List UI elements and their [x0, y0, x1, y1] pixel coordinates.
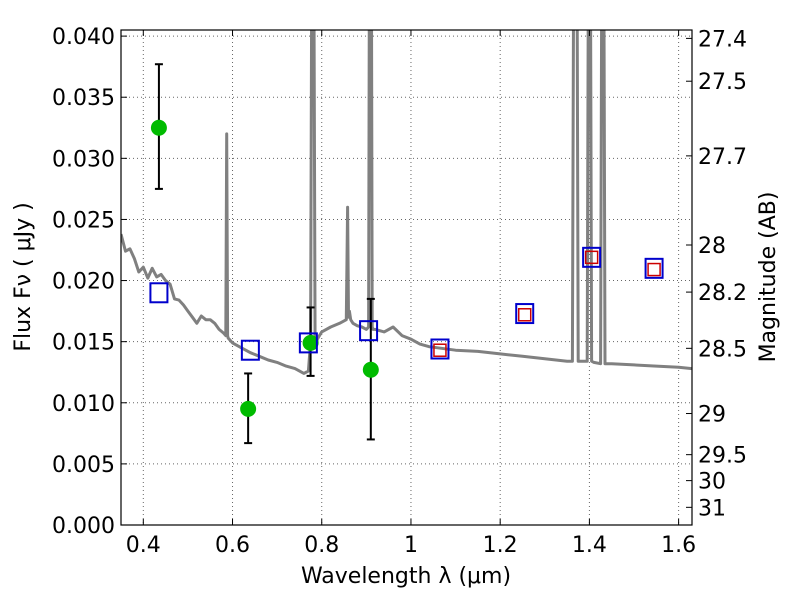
plot-area — [121, 30, 692, 375]
x-tick-label: 0.4 — [126, 533, 161, 558]
nir-square — [517, 308, 532, 322]
y-tick-label: 0.015 — [52, 331, 115, 356]
nir-square — [584, 250, 599, 265]
mag-tick-label: 27.5 — [698, 70, 747, 95]
observed-point — [150, 119, 167, 136]
mag-tick-label: 30 — [698, 470, 726, 495]
mag-tick-label: 31 — [698, 496, 726, 521]
observed-point — [362, 361, 379, 378]
synthetic-square — [149, 282, 169, 304]
y-tick-label: 0.040 — [52, 25, 115, 50]
plot-frame — [120, 29, 693, 526]
mag-tick-label: 28 — [698, 234, 726, 259]
synthetic-square — [240, 339, 260, 361]
axes: 0.4 0.6 0.8 1 1.2 1.4 1.6 0.000 0.005 0.010 0.015 0… — [52, 25, 747, 558]
mag-tick-label: 29.5 — [698, 444, 747, 469]
y-tick-label: 0.025 — [52, 208, 115, 233]
y-tick-label: 0.035 — [52, 86, 115, 111]
synthetic-square — [515, 303, 535, 325]
y2-axis-title: Magnitude (AB) — [756, 192, 781, 363]
synthetic-square — [430, 338, 450, 360]
observed-point — [240, 400, 257, 417]
mag-tick-label: 27.4 — [698, 27, 747, 52]
mag-tick-label: 27.7 — [698, 145, 747, 170]
x-tick-label: 1.4 — [572, 533, 607, 558]
mag-tick-label: 29 — [698, 403, 726, 428]
x-tick-label: 0.6 — [215, 533, 250, 558]
y-tick-label: 0.030 — [52, 147, 115, 172]
mag-tick-label: 28.5 — [698, 337, 747, 362]
x-tick-label: 1 — [404, 533, 418, 558]
synthetic-square — [298, 332, 318, 354]
nir-square — [433, 343, 447, 357]
observed-point — [302, 334, 319, 351]
x-axis-title: Wavelength λ (μm) — [301, 564, 511, 589]
y-tick-label: 0.005 — [52, 453, 115, 478]
y-axis-title: Flux Fν ( μJy ) — [11, 202, 36, 351]
synthetic-square — [644, 257, 664, 279]
synthetic-square — [359, 320, 379, 342]
mag-tick-label: 28.2 — [698, 281, 747, 306]
nir-square — [647, 262, 661, 277]
x-tick-label: 0.8 — [304, 533, 339, 558]
x-tick-label: 1.6 — [661, 533, 696, 558]
model-spectrum-line — [121, 30, 692, 375]
grid — [121, 30, 692, 526]
y-tick-label: 0.020 — [52, 270, 115, 295]
synthetic-square — [582, 246, 602, 268]
x-tick-label: 1.2 — [483, 533, 518, 558]
y-tick-label: 0.010 — [52, 392, 115, 417]
marker-layer — [149, 63, 664, 445]
plot-background — [121, 30, 692, 525]
y-tick-label: 0.000 — [52, 514, 115, 539]
